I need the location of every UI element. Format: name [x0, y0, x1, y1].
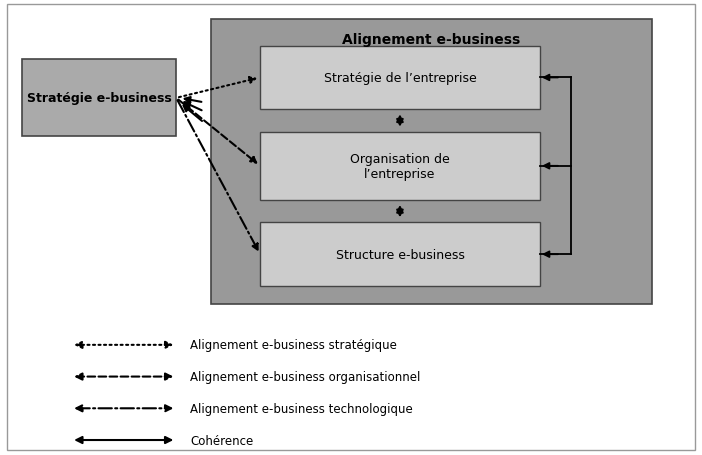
Text: Alignement e-business technologique: Alignement e-business technologique [190, 402, 413, 415]
Text: Alignement e-business stratégique: Alignement e-business stratégique [190, 339, 397, 352]
Text: Stratégie e-business: Stratégie e-business [27, 92, 172, 105]
Bar [260, 46, 540, 110]
Bar [260, 223, 540, 286]
Bar [22, 60, 176, 137]
Text: Cohérence: Cohérence [190, 434, 253, 446]
Text: Structure e-business: Structure e-business [336, 248, 465, 261]
Text: Alignement e-business organisationnel: Alignement e-business organisationnel [190, 370, 420, 383]
Text: Stratégie de l’entreprise: Stratégie de l’entreprise [324, 72, 477, 85]
Text: Organisation de
l’entreprise: Organisation de l’entreprise [350, 152, 450, 181]
Text: Alignement e-business: Alignement e-business [343, 33, 521, 47]
Bar [260, 132, 540, 200]
Bar [211, 20, 651, 304]
